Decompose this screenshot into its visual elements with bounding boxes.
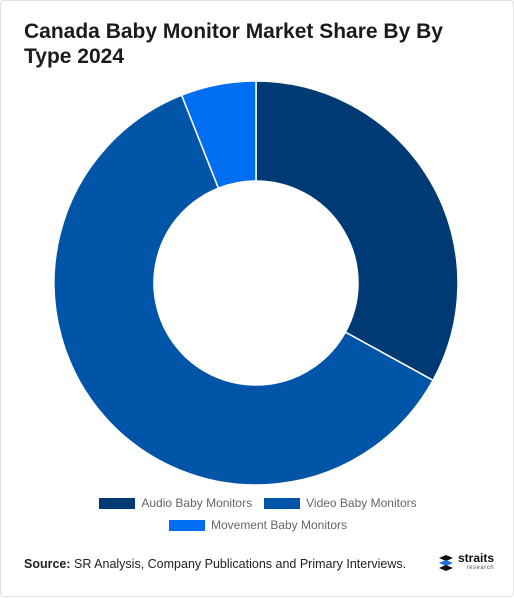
slice-movement[interactable] — [180, 80, 257, 190]
straits-logo: straits research — [437, 551, 495, 573]
legend-label-audio: Audio Baby Monitors — [141, 496, 253, 510]
logo-sub: research — [466, 565, 495, 571]
source-text: SR Analysis, Company Publications and Pr… — [70, 557, 407, 571]
source-label: Source: — [24, 557, 71, 571]
chart-legend: Audio Baby Monitors Video Baby Monitors … — [1, 493, 514, 537]
legend-swatch-audio — [99, 497, 136, 509]
slice-audio[interactable] — [255, 80, 459, 382]
legend-item-video[interactable]: Video Baby Monitors — [264, 496, 417, 510]
slice-video[interactable] — [53, 94, 435, 486]
legend-label-video: Video Baby Monitors — [306, 496, 417, 510]
legend-item-audio[interactable]: Audio Baby Monitors — [99, 496, 252, 510]
straits-logo-icon — [439, 555, 453, 571]
source-note: Source: SR Analysis, Company Publication… — [24, 557, 406, 571]
chart-title: Canada Baby Monitor Market Share By By T… — [24, 20, 443, 68]
legend-swatch-movement — [168, 519, 205, 531]
legend-label-movement: Movement Baby Monitors — [210, 518, 348, 532]
legend-item-movement[interactable]: Movement Baby Monitors — [168, 518, 348, 532]
legend-swatch-video — [264, 497, 301, 509]
logo-name: straits — [458, 551, 495, 565]
